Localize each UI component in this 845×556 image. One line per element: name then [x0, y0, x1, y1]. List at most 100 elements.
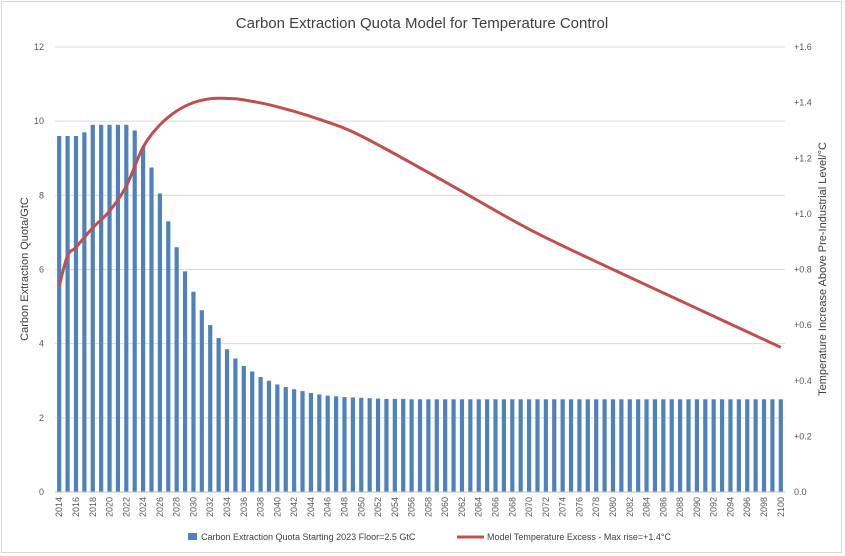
y-axis-ticks: 0 2 4 6 8 10 12: [34, 42, 44, 497]
x-tick-label: 2064: [474, 497, 484, 517]
x-tick-label: 2032: [205, 497, 215, 517]
y2-tick-label: 0.0: [794, 487, 807, 497]
bar: [761, 399, 767, 492]
bar: [384, 398, 389, 492]
legend-swatch-bar: [188, 533, 197, 540]
x-tick-label: 2066: [491, 497, 501, 517]
x-tick-label: 2054: [390, 497, 400, 517]
bar: [694, 399, 699, 492]
bar: [426, 399, 431, 492]
x-tick-label: 2062: [457, 497, 467, 517]
bar: [711, 399, 716, 492]
bar: [459, 399, 465, 492]
bar: [753, 399, 758, 492]
x-tick-label: 2094: [725, 497, 735, 517]
bar: [350, 397, 355, 492]
bar: [669, 399, 674, 492]
bar: [333, 396, 339, 492]
y2-tick-label: +0.8: [794, 265, 812, 275]
bar: [619, 399, 624, 492]
bar: [157, 193, 162, 492]
x-tick-label: 2020: [105, 497, 115, 517]
bar: [107, 124, 112, 492]
bar: [485, 399, 490, 492]
bar: [577, 399, 582, 492]
bar: [526, 399, 532, 492]
x-tick-label: 2044: [306, 497, 316, 517]
y-tick-label: 10: [34, 116, 44, 126]
x-tick-label: 2072: [541, 497, 551, 517]
bar: [250, 371, 255, 492]
y-tick-label: 8: [39, 190, 44, 200]
bar: [90, 124, 95, 492]
bar: [686, 399, 691, 492]
x-tick-label: 2076: [574, 497, 584, 517]
x-tick-label: 2058: [423, 497, 433, 517]
bar: [283, 387, 288, 492]
legend: Carbon Extraction Quota Starting 2023 Fl…: [188, 532, 672, 542]
x-tick-label: 2022: [121, 497, 131, 517]
y2-tick-label: +0.4: [794, 376, 812, 386]
x-tick-label: 2096: [742, 497, 752, 517]
bar: [610, 399, 616, 492]
bar: [535, 399, 540, 492]
bar: [132, 130, 137, 492]
x-tick-label: 2084: [642, 497, 652, 517]
x-tick-label: 2088: [675, 497, 685, 517]
y2-tick-label: +0.2: [794, 431, 812, 441]
bar: [501, 399, 507, 492]
x-tick-label: 2086: [658, 497, 668, 517]
x-tick-label: 2082: [625, 497, 635, 517]
x-tick-label: 2018: [88, 497, 98, 517]
bar: [124, 124, 129, 492]
bar: [627, 399, 632, 492]
bar: [719, 399, 725, 492]
bar: [208, 325, 213, 492]
bar: [115, 124, 121, 492]
bar: [602, 399, 607, 492]
bar: [141, 147, 146, 492]
bar: [317, 394, 322, 492]
bar: [560, 399, 565, 492]
gridlines: [55, 46, 785, 419]
bar: [543, 399, 548, 492]
bar: [518, 399, 523, 492]
bar: [325, 395, 330, 492]
bar: [451, 399, 456, 492]
bar: [585, 399, 590, 492]
bar: [149, 167, 154, 493]
bar: [417, 399, 423, 492]
bar: [266, 380, 272, 492]
x-tick-label: 2050: [356, 497, 366, 517]
y-tick-label: 12: [34, 42, 44, 52]
bar: [375, 398, 381, 492]
bar: [652, 399, 658, 492]
bar: [308, 392, 314, 492]
x-axis-ticks: 2014 2016 2018 2020 2022 2024 2026 2028 2030 2032…: [54, 497, 786, 517]
x-tick-label: 2024: [138, 497, 148, 517]
bar: [745, 399, 750, 492]
y2-tick-label: +0.6: [794, 320, 812, 330]
x-tick-label: 2056: [407, 497, 417, 517]
x-tick-label: 2092: [709, 497, 719, 517]
y-tick-label: 2: [39, 413, 44, 423]
y2-tick-label: +1.6: [794, 42, 812, 52]
x-tick-label: 2046: [323, 497, 333, 517]
bar: [476, 399, 481, 492]
bar: [644, 399, 649, 492]
bar-series: [57, 124, 783, 493]
y-tick-label: 0: [39, 487, 44, 497]
bar: [99, 124, 104, 492]
bar: [233, 358, 238, 492]
bar: [174, 247, 179, 492]
y2-axis-label: Temperature Increase Above Pre-Industria…: [817, 142, 829, 396]
bar: [300, 391, 305, 492]
bar: [275, 384, 280, 492]
bar: [568, 399, 574, 492]
x-tick-label: 2030: [188, 497, 198, 517]
bar: [241, 365, 246, 492]
bar: [778, 399, 783, 492]
y-tick-label: 6: [39, 265, 44, 275]
x-tick-label: 2034: [222, 497, 232, 517]
bar: [443, 399, 448, 492]
